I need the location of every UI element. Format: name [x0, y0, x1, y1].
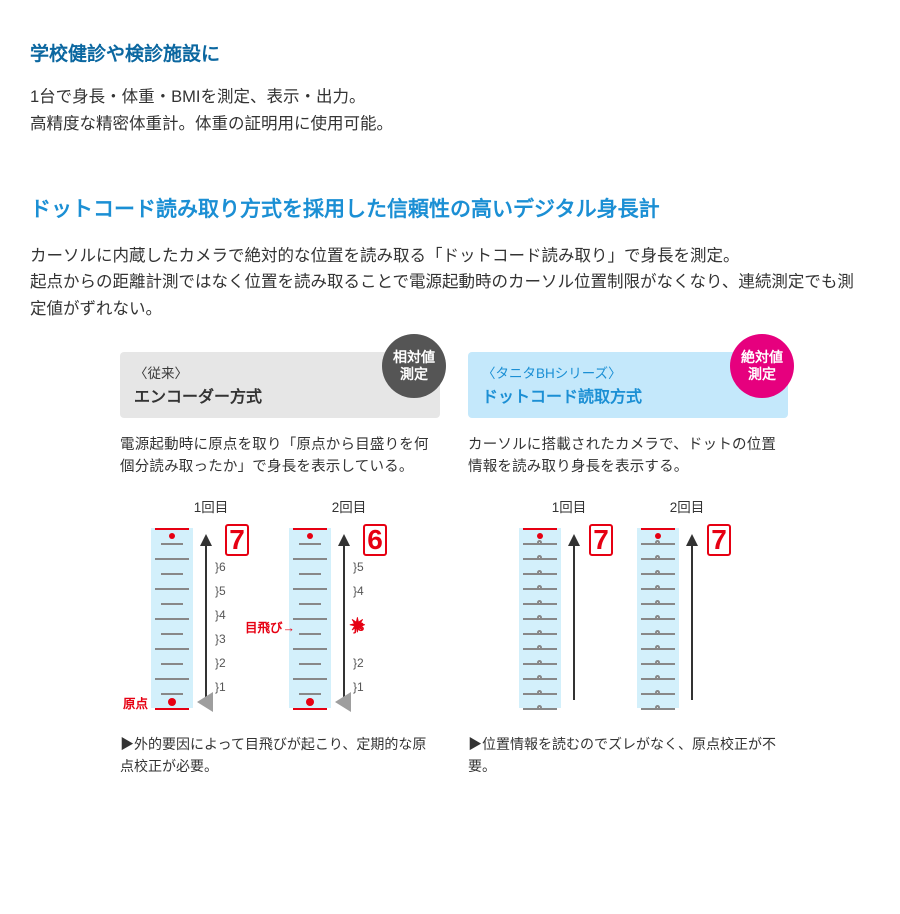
panel-conventional: 〈従来〉 エンコーダー方式 相対値 測定 電源起動時に原点を取り「原点から目盛り… [120, 352, 440, 778]
arrow-head-icon [200, 534, 212, 546]
conv-trial2-label: 2回目 [332, 497, 367, 519]
brace-label: }1 [215, 678, 226, 697]
arrow-shaft [343, 544, 345, 700]
conv-trial1-label: 1回目 [194, 497, 229, 519]
tan-trial1-label: 1回目 [552, 497, 587, 519]
tan-trial2: 2回目 7 [637, 497, 737, 721]
panel-tanita: 〈タニタBHシリーズ〉 ドットコード読取方式 絶対値 測定 カーソルに搭載された… [468, 352, 788, 778]
feature-para2: 起点からの距離計測ではなく位置を読み取ることで電源起動時のカーソル位置制限がなく… [30, 269, 870, 322]
badge-relative: 相対値 測定 [382, 334, 446, 398]
tan-trial1-scale: 7 [519, 522, 619, 720]
tan-trial2-label: 2回目 [670, 497, 705, 519]
comparison-diagram: 〈従来〉 エンコーダー方式 相対値 測定 電源起動時に原点を取り「原点から目盛り… [30, 352, 870, 778]
brace-label: }5 [353, 558, 364, 577]
arrow-head-icon [686, 534, 698, 546]
tan-trial1: 1回目 7 [519, 497, 619, 721]
reading-value: 7 [225, 524, 249, 556]
brace-label: }2 [215, 654, 226, 673]
brace-label: }6 [215, 558, 226, 577]
brace-label: }4 [215, 606, 226, 625]
conventional-scales: 1回目 7 }6 }5 }4 }3 [120, 497, 440, 721]
arrow-shaft [205, 544, 207, 700]
brace-label: }1 [353, 678, 364, 697]
reading-value: 7 [589, 524, 613, 556]
panel-tanita-title: ドットコード読取方式 [482, 385, 774, 411]
conv-trial2: 2回目 6 }5 }4 目飛び→ ✷ }3 }2 [289, 497, 409, 721]
intro-section: 学校健診や検診施設に 1台で身長・体重・BMIを測定、表示・出力。 高精度な精密… [30, 40, 870, 137]
arrow-shaft [573, 544, 575, 700]
feature-section: ドットコード読み取り方式を採用した信頼性の高いデジタル身長計 カーソルに内蔵した… [30, 193, 870, 778]
arrow-head-icon [568, 534, 580, 546]
intro-line2: 高精度な精密体重計。体重の証明用に使用可能。 [30, 111, 870, 137]
panel-conventional-title: エンコーダー方式 [134, 385, 426, 411]
brace-label: }4 [353, 582, 364, 601]
panel-tanita-footnote: ▶位置情報を読むのでズレがなく、原点校正が不要。 [468, 734, 788, 777]
origin-marker-icon [197, 692, 213, 712]
arrow-head-icon [338, 534, 350, 546]
arrow-shaft [691, 544, 693, 700]
brace-label-skip: }3 [353, 618, 364, 637]
feature-heading: ドットコード読み取り方式を採用した信頼性の高いデジタル身長計 [30, 193, 870, 227]
conv-trial2-scale: 6 }5 }4 目飛び→ ✷ }3 }2 }1 [289, 522, 409, 720]
panel-conventional-header: 〈従来〉 エンコーダー方式 相対値 測定 [120, 352, 440, 418]
brace-label: }3 [215, 630, 226, 649]
skip-label: 目飛び→ [245, 618, 295, 638]
badge-absolute: 絶対値 測定 [730, 334, 794, 398]
origin-marker-icon [335, 692, 351, 712]
scale-strip [289, 528, 331, 708]
origin-label: 原点 [123, 694, 148, 714]
tan-trial2-scale: 7 [637, 522, 737, 720]
conv-trial1: 1回目 7 }6 }5 }4 }3 [151, 497, 271, 721]
brace-label: }5 [215, 582, 226, 601]
intro-line1: 1台で身長・体重・BMIを測定、表示・出力。 [30, 84, 870, 110]
brace-label: }2 [353, 654, 364, 673]
reading-value: 7 [707, 524, 731, 556]
reading-value: 6 [363, 524, 387, 556]
intro-heading: 学校健診や検診施設に [30, 40, 870, 70]
panel-conventional-desc: 電源起動時に原点を取り「原点から目盛りを何個分読み取ったか」で身長を表示している… [120, 434, 440, 479]
feature-para1: カーソルに内蔵したカメラで絶対的な位置を読み取る「ドットコード読み取り」で身長を… [30, 243, 870, 269]
scale-strip [637, 528, 679, 708]
scale-strip [519, 528, 561, 708]
scale-strip [151, 528, 193, 708]
panel-conventional-footnote: ▶外的要因によって目飛びが起こり、定期的な原点校正が必要。 [120, 734, 440, 777]
panel-tanita-desc: カーソルに搭載されたカメラで、ドットの位置情報を読み取り身長を表示する。 [468, 434, 788, 479]
tanita-scales: 1回目 7 2回目 7 [468, 497, 788, 721]
panel-tanita-header: 〈タニタBHシリーズ〉 ドットコード読取方式 絶対値 測定 [468, 352, 788, 418]
